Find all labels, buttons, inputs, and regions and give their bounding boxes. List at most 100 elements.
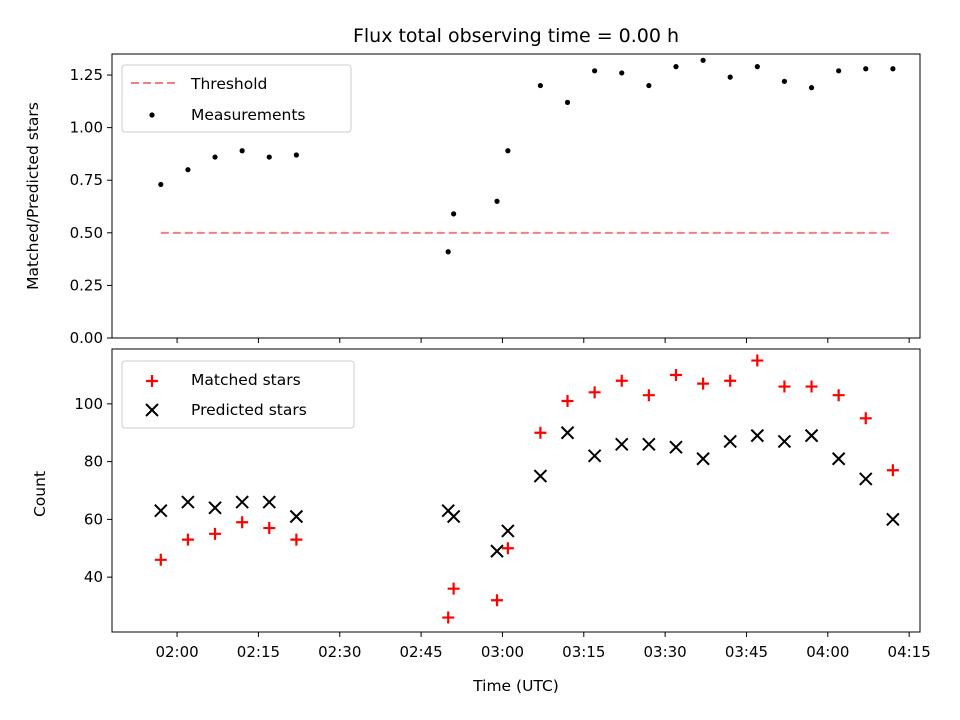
predicted-star-point (859, 472, 873, 486)
legend-label-measurements: Measurements (191, 106, 306, 124)
measurement-point (158, 181, 164, 188)
matched-star-point (447, 582, 460, 595)
predicted-star-point (533, 469, 548, 483)
matched-star-point (154, 553, 167, 566)
matched-star-point (859, 412, 872, 425)
predicted-star-point (289, 509, 304, 524)
measurement-point (781, 78, 788, 84)
measurement-point (185, 167, 191, 173)
x-tick-label: 03:30 (644, 643, 687, 661)
predicted-star-point (560, 426, 575, 440)
x-tick-label: 03:00 (481, 643, 524, 661)
x-axis-title: Time (UTC) (472, 677, 559, 695)
legend-label-matched: Matched stars (191, 371, 301, 389)
measurement-point (808, 85, 815, 91)
matched-star-point (832, 389, 845, 402)
predicted-star-point (804, 428, 819, 443)
bottom-plot-frame (111, 348, 921, 633)
measurement-point (646, 82, 652, 89)
predicted-star-point (490, 544, 504, 558)
bottom-legend-box (121, 360, 355, 429)
measurement-point (564, 99, 571, 105)
predicted-star-point (262, 495, 276, 509)
measurement-point (890, 66, 896, 72)
top-panel: 0.00 0.25 0.50 0.75 1.00 1.25 Matched/Predict… (24, 53, 921, 347)
x-tick-label: 04:15 (888, 643, 931, 661)
x-tick-label: 03:45 (725, 643, 768, 661)
measurement-point (836, 68, 842, 74)
matched-star-point (669, 368, 682, 381)
predicted-star-point (723, 434, 737, 449)
legend-matched-swatch (146, 375, 158, 387)
y-tick-label: 0.50 (70, 224, 103, 242)
matched-star-point (501, 542, 514, 555)
x-tick-label: 02:15 (237, 643, 280, 661)
measurement-point (537, 82, 544, 89)
matched-star-point (209, 527, 222, 540)
y-tick-label: 60 (84, 510, 103, 528)
y-tick-label: 80 (84, 453, 103, 471)
predicted-star-point (669, 440, 683, 454)
y-tick-label: 40 (84, 568, 103, 586)
measurement-point (445, 249, 451, 255)
matched-star-point (491, 594, 504, 607)
matched-star-point (778, 380, 791, 393)
x-tick-label: 02:45 (399, 643, 442, 661)
predicted-star-point (587, 449, 602, 463)
matched-star-point (751, 354, 764, 367)
y-tick-label: 1.00 (70, 119, 103, 137)
measurement-point (700, 57, 706, 63)
bottom-x-ticks: 02:00 02:15 02:30 02:45 03:00 03:15 03:30 03:45… (155, 632, 931, 661)
predicted-star-point (696, 452, 710, 466)
measurement-point (754, 64, 760, 70)
measurement-point (863, 66, 869, 72)
bottom-y-ticks: 40 60 80 100 (74, 395, 112, 586)
top-y-axis-title: Matched/Predicted stars (24, 102, 42, 290)
predicted-star-point (181, 495, 195, 509)
bottom-panel: 40 60 80 100 02:00 02:15 02:30 02:45 03:00 03:15… (31, 348, 931, 695)
x-tick-label: 02:00 (155, 643, 198, 661)
y-tick-label: 100 (74, 395, 103, 413)
bottom-legend: Matched stars Predicted stars (121, 360, 355, 429)
measurement-point (494, 198, 500, 204)
predicted-star-point (208, 501, 222, 515)
legend-label-predicted: Predicted stars (191, 401, 307, 419)
y-tick-label: 0.25 (70, 276, 103, 294)
predicted-star-point (831, 452, 846, 466)
measurement-point (293, 152, 299, 158)
x-tick-label: 02:30 (318, 643, 361, 661)
matched-star-point (442, 611, 455, 624)
legend-predicted-swatch (145, 403, 159, 417)
matched-star-point (886, 464, 899, 477)
predicted-star-point (615, 437, 629, 452)
predicted-star-point (235, 495, 249, 509)
predicted-star-point (446, 509, 461, 524)
y-tick-label: 1.25 (70, 66, 103, 84)
measurement-point (505, 148, 511, 154)
matched-star-point (615, 374, 628, 387)
chart-title: Flux total observing time = 0.00 h (353, 25, 679, 47)
matched-star-point (805, 380, 818, 393)
matched-star-point (697, 377, 710, 390)
matched-star-point (724, 374, 737, 387)
top-plot-frame (111, 53, 921, 339)
measurement-point (619, 70, 625, 76)
measurement-point (212, 154, 218, 160)
predicted-star-point (750, 428, 765, 443)
measurement-point (727, 74, 733, 80)
measurement-point (239, 148, 245, 154)
measurement-point (451, 211, 457, 217)
predicted-star-point (886, 512, 900, 527)
measurement-point (592, 68, 598, 74)
predicted-star-point (642, 437, 656, 452)
top-series (158, 57, 896, 255)
predicted-star-point (777, 434, 792, 449)
predicted-star-point (154, 504, 168, 518)
top-x-ticks (176, 338, 910, 343)
x-tick-label: 03:15 (562, 643, 605, 661)
matched-star-point (236, 516, 249, 529)
x-tick-label: 04:00 (806, 643, 849, 661)
legend-label-threshold: Threshold (190, 75, 267, 93)
matched-star-point (290, 533, 303, 546)
